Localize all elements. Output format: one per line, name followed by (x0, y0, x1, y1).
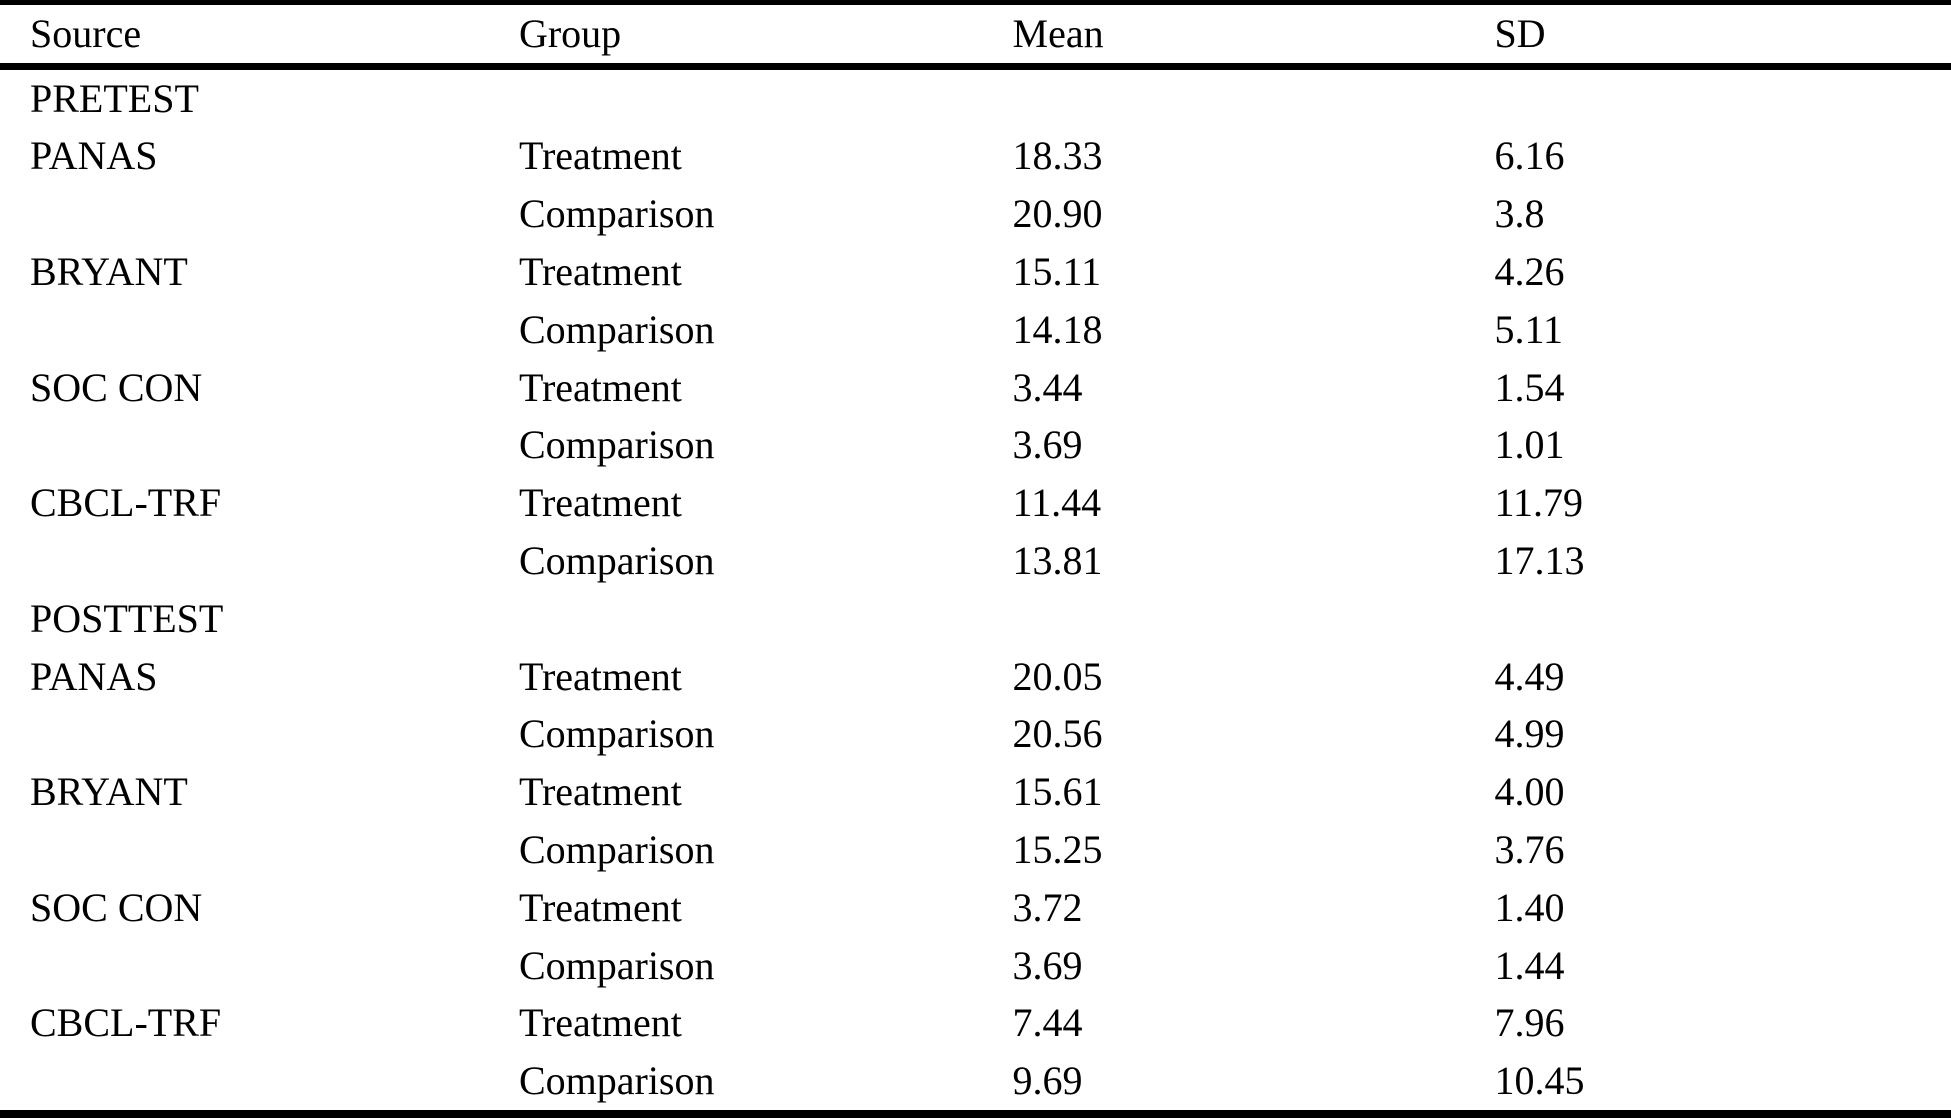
cell-sd: 4.26 (1494, 249, 1565, 295)
table-row: Comparison 20.56 4.99 (0, 706, 1951, 764)
cell-sd: 6.16 (1494, 133, 1565, 179)
cell-mean: 15.25 (1012, 827, 1103, 873)
cell-mean: 15.11 (1012, 249, 1102, 295)
cell-mean: 11.44 (1012, 480, 1102, 526)
table-row: SOC CON Treatment 3.44 1.54 (0, 359, 1951, 417)
table-row: PANAS Treatment 18.33 6.16 (0, 128, 1951, 186)
cell-source: SOC CON (30, 364, 203, 410)
cell-mean: 14.18 (1012, 306, 1103, 352)
cell-sd: 1.01 (1494, 422, 1565, 468)
table-row: Comparison 14.18 5.11 (0, 301, 1951, 359)
cell-mean: 13.81 (1012, 538, 1103, 584)
cell-source: BRYANT (30, 769, 188, 815)
cell-sd: 4.99 (1494, 711, 1565, 757)
table-bottom-rule (0, 1110, 1951, 1118)
table-row: PANAS Treatment 20.05 4.49 (0, 648, 1951, 706)
table-row: BRYANT Treatment 15.11 4.26 (0, 243, 1951, 301)
cell-sd: 11.79 (1494, 480, 1583, 526)
cell-group: Treatment (518, 769, 682, 815)
cell-sd: 3.76 (1494, 827, 1565, 873)
cell-sd: 17.13 (1494, 538, 1585, 584)
cell-mean: 3.69 (1012, 942, 1083, 988)
table-row: PRETEST (0, 70, 1951, 128)
cell-sd: 3.8 (1494, 191, 1545, 237)
column-header-source: Source (30, 10, 142, 56)
cell-mean: 20.05 (1012, 653, 1103, 699)
table-top-rule (0, 0, 1951, 5)
cell-source: PANAS (30, 653, 158, 699)
cell-mean: 3.69 (1012, 422, 1083, 468)
table-row: SOC CON Treatment 3.72 1.40 (0, 879, 1951, 937)
cell-source: PANAS (30, 133, 158, 179)
cell-group: Treatment (518, 133, 682, 179)
cell-mean: 3.72 (1012, 884, 1083, 930)
cell-source: CBCL-TRF (30, 480, 222, 526)
table-row: POSTTEST (0, 590, 1951, 648)
cell-group: Comparison (518, 1058, 715, 1104)
table-row: Comparison 20.90 3.8 (0, 185, 1951, 243)
cell-source: CBCL-TRF (30, 1000, 222, 1046)
table-row: Comparison 3.69 1.44 (0, 937, 1951, 995)
cell-source: BRYANT (30, 249, 188, 295)
cell-mean: 18.33 (1012, 133, 1103, 179)
table-row: CBCL-TRF Treatment 7.44 7.96 (0, 995, 1951, 1053)
cell-source: SOC CON (30, 884, 203, 930)
header-divider-rule (0, 62, 1951, 70)
table-row: BRYANT Treatment 15.61 4.00 (0, 763, 1951, 821)
cell-mean: 7.44 (1012, 1000, 1083, 1046)
cell-group: Comparison (518, 422, 715, 468)
cell-group: Treatment (518, 364, 682, 410)
cell-group: Treatment (518, 884, 682, 930)
cell-group: Comparison (518, 191, 715, 237)
cell-group: Treatment (518, 1000, 682, 1046)
cell-mean: 15.61 (1012, 769, 1103, 815)
cell-sd: 5.11 (1494, 306, 1563, 352)
table-row: Comparison 15.25 3.76 (0, 821, 1951, 879)
table-row: Comparison 9.69 10.45 (0, 1052, 1951, 1110)
column-header-mean: Mean (1012, 10, 1104, 56)
cell-sd: 1.44 (1494, 942, 1565, 988)
cell-mean: 9.69 (1012, 1058, 1083, 1104)
cell-sd: 1.54 (1494, 364, 1565, 410)
cell-group: Treatment (518, 249, 682, 295)
cell-group: Comparison (518, 942, 715, 988)
cell-sd: 7.96 (1494, 1000, 1565, 1046)
table-row: CBCL-TRF Treatment 11.44 11.79 (0, 474, 1951, 532)
cell-sd: 4.00 (1494, 769, 1565, 815)
table-body: PRETEST PANAS Treatment 18.33 6.16 Comparison… (0, 70, 1951, 1110)
cell-mean: 20.56 (1012, 711, 1103, 757)
cell-mean: 20.90 (1012, 191, 1103, 237)
cell-source: PRETEST (30, 75, 199, 121)
cell-group: Treatment (518, 480, 682, 526)
cell-mean: 3.44 (1012, 364, 1083, 410)
cell-group: Treatment (518, 653, 682, 699)
table-row: Comparison 3.69 1.01 (0, 417, 1951, 475)
cell-sd: 1.40 (1494, 884, 1565, 930)
cell-sd: 4.49 (1494, 653, 1565, 699)
cell-source: POSTTEST (30, 595, 224, 641)
table-header-row: Source Group Mean SD (0, 5, 1951, 63)
cell-sd: 10.45 (1494, 1058, 1585, 1104)
table-row: Comparison 13.81 17.13 (0, 532, 1951, 590)
cell-group: Comparison (518, 538, 715, 584)
cell-group: Comparison (518, 711, 715, 757)
cell-group: Comparison (518, 827, 715, 873)
column-header-sd: SD (1494, 10, 1546, 56)
column-header-group: Group (518, 10, 622, 56)
cell-group: Comparison (518, 306, 715, 352)
